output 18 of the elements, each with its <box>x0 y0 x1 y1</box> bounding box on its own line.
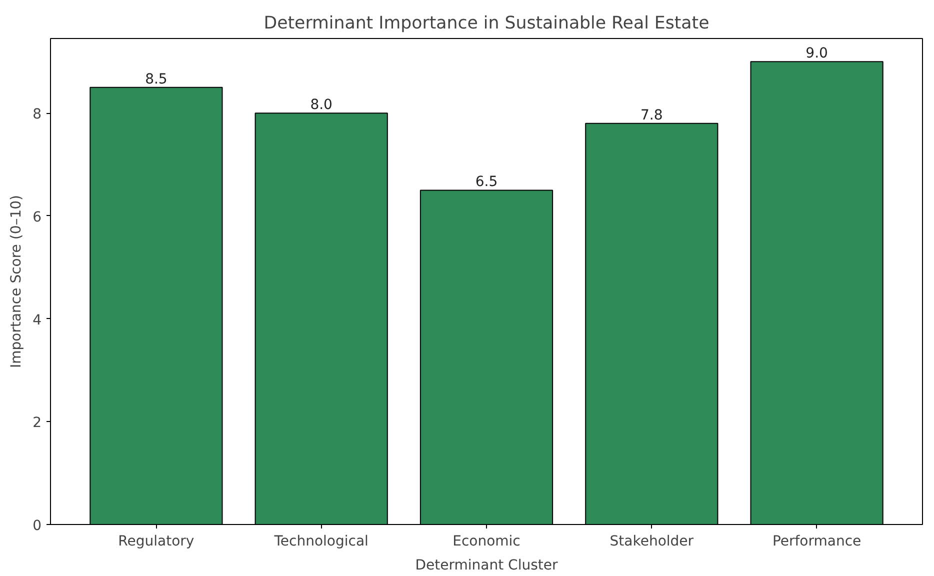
data-label: 7.8 <box>640 107 663 124</box>
y-tick-label: 8 <box>32 106 42 123</box>
chart-title: Determinant Importance in Sustainable Real Estate <box>264 14 710 34</box>
data-label: 6.5 <box>475 174 498 190</box>
x-tick-label: Economic <box>452 534 520 550</box>
y-tick-label: 6 <box>32 209 42 226</box>
y-tick-label: 0 <box>32 518 42 534</box>
x-tick-label: Regulatory <box>118 534 194 550</box>
y-tick-label: 4 <box>32 312 42 328</box>
x-tick-label: Technological <box>273 534 368 550</box>
data-label: 8.5 <box>145 71 168 88</box>
data-label: 9.0 <box>806 46 828 62</box>
x-axis-title: Determinant Cluster <box>415 558 558 574</box>
data-label: 8.0 <box>310 97 332 114</box>
x-tick-label: Stakeholder <box>610 534 694 550</box>
y-axis-title: Importance Score (0–10) <box>8 195 25 368</box>
y-tick-label: 2 <box>32 415 42 432</box>
x-tick-label: Performance <box>772 534 862 550</box>
